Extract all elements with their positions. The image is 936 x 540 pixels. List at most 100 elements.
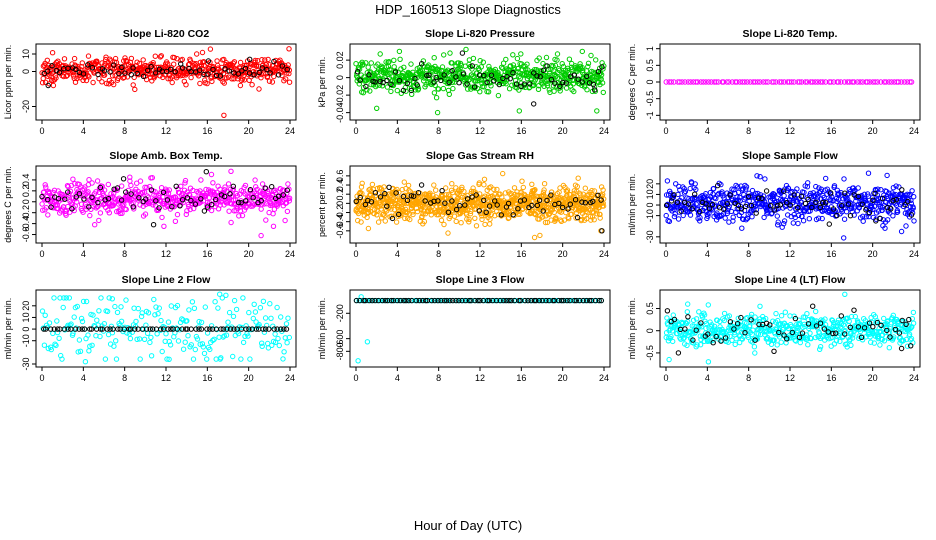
data-point-samples xyxy=(828,79,834,85)
data-point-samples xyxy=(84,190,90,196)
data-point-samples xyxy=(104,308,111,315)
data-point-samples xyxy=(666,356,672,363)
x-tick-label: 24 xyxy=(285,373,295,383)
data-point-reference xyxy=(213,196,219,203)
y-tick-label: 0.5 xyxy=(645,59,655,72)
data-point-samples xyxy=(898,79,904,85)
data-point-samples xyxy=(587,213,594,220)
data-point-samples xyxy=(675,216,682,222)
data-point-samples xyxy=(53,342,59,349)
data-point-samples xyxy=(879,207,885,214)
data-point-samples xyxy=(855,185,861,191)
data-point-samples xyxy=(401,179,407,185)
data-point-samples xyxy=(157,54,164,60)
data-point-samples xyxy=(519,178,525,184)
data-point-samples xyxy=(161,223,167,230)
data-point-samples xyxy=(754,173,760,179)
data-point-reference xyxy=(557,83,563,90)
data-point-samples xyxy=(101,321,108,327)
data-point-samples xyxy=(189,299,196,305)
data-point-reference xyxy=(475,297,481,304)
data-point-reference xyxy=(369,297,375,304)
data-point-samples xyxy=(280,356,286,362)
data-point-samples xyxy=(701,312,708,318)
data-point-samples xyxy=(770,318,776,324)
data-point-samples xyxy=(383,59,389,65)
data-point-samples xyxy=(403,88,409,94)
data-point-reference xyxy=(89,194,95,201)
data-point-reference xyxy=(247,187,254,193)
data-point-samples xyxy=(286,195,293,201)
data-point-samples xyxy=(163,331,169,337)
data-point-samples xyxy=(452,71,459,77)
data-point-reference xyxy=(173,183,179,190)
data-point-samples xyxy=(97,210,104,216)
data-point-reference xyxy=(54,326,61,332)
data-point-samples xyxy=(431,55,437,61)
data-point-reference xyxy=(592,87,598,93)
data-point-samples xyxy=(815,215,822,221)
data-point-samples xyxy=(197,80,203,87)
data-point-samples xyxy=(757,79,763,85)
data-point-reference xyxy=(845,201,852,207)
data-point-samples xyxy=(231,297,238,304)
data-point-samples xyxy=(686,195,692,202)
data-point-samples xyxy=(463,46,469,53)
data-point-samples xyxy=(179,316,185,322)
data-point-reference xyxy=(830,206,837,212)
data-point-samples xyxy=(714,317,720,323)
data-point-samples xyxy=(103,80,110,87)
data-point-samples xyxy=(693,186,699,193)
data-point-reference xyxy=(432,297,438,304)
data-point-reference xyxy=(145,67,151,74)
data-point-samples xyxy=(904,343,911,349)
data-point-samples xyxy=(166,356,172,362)
data-point-reference xyxy=(207,326,213,332)
data-point-samples xyxy=(744,79,750,85)
data-point-samples xyxy=(694,342,700,348)
data-point-samples xyxy=(127,335,134,342)
x-tick-label: 20 xyxy=(558,373,568,383)
data-point-samples xyxy=(519,66,525,73)
data-point-reference xyxy=(748,202,755,209)
data-point-samples xyxy=(591,70,597,77)
data-point-reference xyxy=(678,208,684,214)
data-point-samples xyxy=(70,73,77,79)
data-point-samples xyxy=(886,79,892,85)
data-point-reference xyxy=(107,69,113,75)
data-point-reference xyxy=(250,195,256,201)
y-tick-label: -10 xyxy=(21,334,31,347)
data-point-samples xyxy=(252,57,258,64)
data-point-samples xyxy=(285,181,291,187)
data-point-samples xyxy=(739,225,745,231)
data-point-samples xyxy=(92,222,98,228)
data-point-reference xyxy=(372,79,378,85)
data-point-reference xyxy=(724,201,731,207)
data-point-samples xyxy=(730,218,736,224)
data-point-reference xyxy=(763,188,770,194)
x-tick-label: 4 xyxy=(81,373,86,383)
data-point-samples xyxy=(712,202,718,208)
data-point-reference xyxy=(746,193,752,200)
data-point-reference xyxy=(259,65,265,71)
data-point-samples xyxy=(755,331,762,337)
data-point-reference xyxy=(153,198,159,204)
data-point-reference xyxy=(682,326,688,332)
data-point-samples xyxy=(589,187,595,194)
data-point-reference xyxy=(118,197,125,203)
data-point-reference xyxy=(393,190,399,196)
data-point-reference xyxy=(855,193,862,200)
data-point-samples xyxy=(272,189,279,196)
data-point-samples xyxy=(48,344,54,350)
data-point-samples xyxy=(60,304,66,311)
data-point-samples xyxy=(220,79,226,85)
data-point-samples xyxy=(108,323,115,329)
data-point-reference xyxy=(507,76,513,82)
data-point-reference xyxy=(197,67,203,73)
data-point-samples xyxy=(697,333,703,339)
data-point-samples xyxy=(588,52,594,59)
data-point-reference xyxy=(863,207,869,213)
data-point-samples xyxy=(111,81,117,88)
data-point-reference xyxy=(771,348,777,354)
